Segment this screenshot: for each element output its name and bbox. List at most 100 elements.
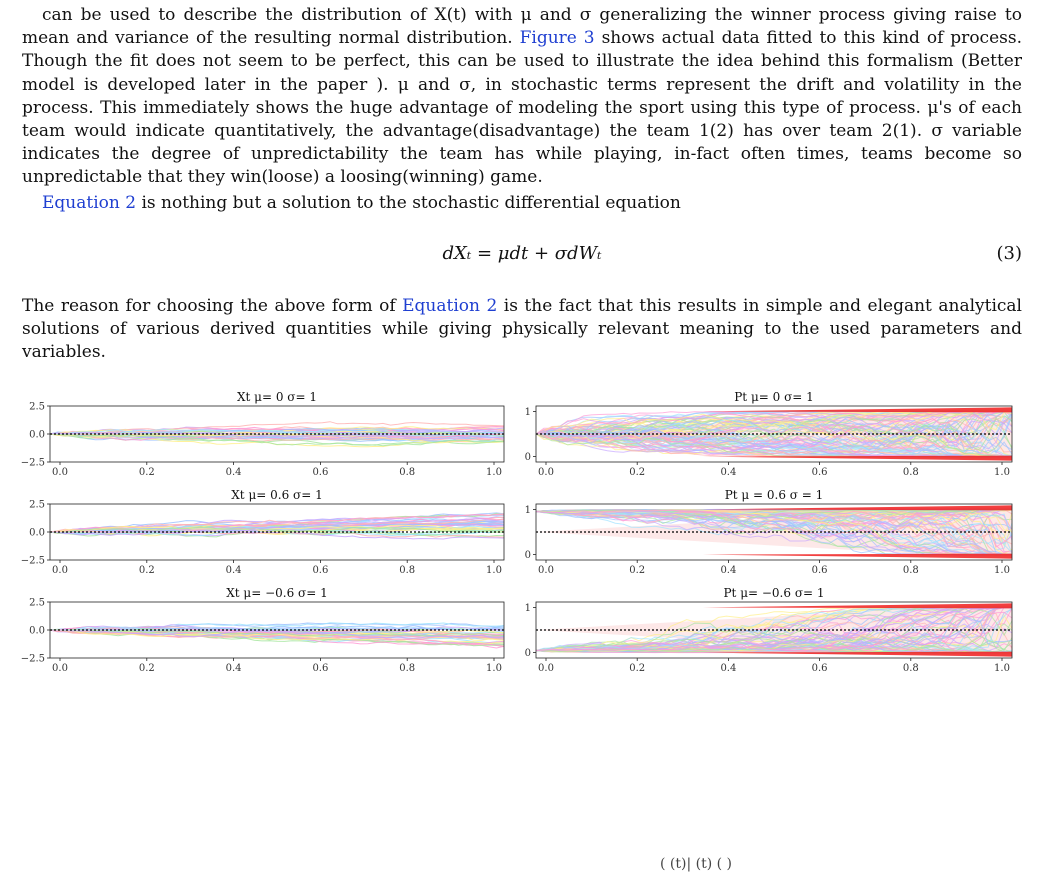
chart-title: Pt μ= −0.6 σ= 1 bbox=[723, 586, 824, 600]
x-tick-label: 0.0 bbox=[538, 663, 554, 674]
equation-2-link[interactable]: Equation 2 bbox=[402, 296, 498, 316]
sample-path-line bbox=[536, 509, 1012, 556]
x-tick-label: 0.2 bbox=[629, 663, 645, 674]
paragraph-process-description: can be used to describe the distribution… bbox=[22, 4, 1022, 190]
sample-path-line bbox=[536, 419, 1012, 458]
path-series-group bbox=[50, 622, 504, 649]
sample-path-line bbox=[50, 628, 504, 637]
sample-path-line bbox=[536, 430, 1012, 458]
sample-path-line bbox=[536, 626, 1012, 654]
x-tick-label: 0.6 bbox=[812, 663, 828, 674]
x-tick-label: 0.2 bbox=[139, 467, 155, 478]
chart-title: Xt μ= 0.6 σ= 1 bbox=[231, 488, 322, 502]
upper-saturation-band bbox=[702, 603, 1012, 609]
y-tick-label: 2.5 bbox=[29, 500, 45, 511]
y-tick-label: 1 bbox=[525, 505, 531, 516]
y-tick-label: 0 bbox=[525, 452, 531, 463]
sample-path-line bbox=[536, 411, 1012, 438]
sample-path-line bbox=[50, 526, 504, 534]
x-tick-label: 0.8 bbox=[399, 663, 415, 674]
sample-path-line bbox=[50, 518, 504, 533]
sample-path-line bbox=[536, 411, 1012, 444]
x-tick-label: 0.8 bbox=[903, 663, 919, 674]
path-series-group bbox=[536, 406, 1012, 462]
chart-p-mu0: Pt μ= 0 σ= 1 0.0 0.2 0.4 0.6 0.8 1.0 1 0 bbox=[514, 390, 1022, 482]
x-tick-label: 0.2 bbox=[139, 663, 155, 674]
plot-frame bbox=[535, 503, 1013, 561]
chart-title: Xt μ= −0.6 σ= 1 bbox=[226, 586, 328, 600]
x-tick-label: 0.4 bbox=[720, 565, 736, 576]
x-tick-label: 0.4 bbox=[226, 565, 242, 576]
x-tick-label: 1.0 bbox=[486, 565, 502, 576]
y-tick-label: −2.5 bbox=[21, 654, 45, 665]
chart-title: Pt μ = 0.6 σ = 1 bbox=[725, 488, 824, 502]
y-tick-label: 2.5 bbox=[29, 598, 45, 609]
sample-path-line bbox=[50, 433, 504, 446]
y-tick-label: −2.5 bbox=[21, 458, 45, 469]
upper-saturation-band bbox=[702, 505, 1012, 511]
sample-path-line bbox=[536, 418, 1012, 458]
sample-path-line bbox=[50, 524, 504, 534]
figure-3-link[interactable]: Figure 3 bbox=[519, 28, 595, 49]
x-tick-label: 1.0 bbox=[994, 565, 1010, 576]
y-tick-label: 0.0 bbox=[29, 528, 45, 539]
sample-path-line bbox=[536, 426, 1012, 458]
x-tick-label: 0.6 bbox=[812, 467, 828, 478]
sample-path-line bbox=[536, 420, 1012, 451]
path-series-group bbox=[50, 512, 504, 540]
paragraph-text: shows actual data fitted to this kind of… bbox=[22, 28, 1022, 188]
x-tick-label: 0.2 bbox=[629, 467, 645, 478]
x-tick-label: 0.8 bbox=[903, 565, 919, 576]
equation-number: (3) bbox=[996, 243, 1023, 264]
x-tick-label: 0.0 bbox=[538, 467, 554, 478]
chart-title: Pt μ= 0 σ= 1 bbox=[734, 390, 814, 404]
chart-x-mu0: Xt μ= 0 σ= 1 0.0 0.2 0.4 0.6 0.8 1.0 2.5 0.0 −2.5 bbox=[14, 390, 514, 482]
sample-path-line bbox=[50, 429, 504, 438]
equation-expression: dXₜ = μdt + σdWₜ bbox=[442, 243, 602, 264]
x-tick-label: 0.8 bbox=[399, 565, 415, 576]
x-tick-label: 0.8 bbox=[903, 467, 919, 478]
x-tick-label: 0.4 bbox=[720, 663, 736, 674]
plot-frame bbox=[535, 601, 1013, 659]
y-tick-label: 0 bbox=[525, 550, 531, 561]
x-tick-label: 0.8 bbox=[399, 467, 415, 478]
x-tick-label: 0.6 bbox=[312, 467, 328, 478]
x-tick-label: 0.4 bbox=[226, 467, 242, 478]
x-tick-label: 0.6 bbox=[312, 663, 328, 674]
sample-path-line bbox=[536, 637, 1012, 653]
y-tick-label: 0 bbox=[525, 648, 531, 659]
lower-saturation-band bbox=[702, 651, 1012, 657]
y-tick-label: 1 bbox=[525, 407, 531, 418]
equation-2-link[interactable]: Equation 2 bbox=[42, 193, 137, 213]
x-tick-label: 0.0 bbox=[52, 565, 68, 576]
paragraph-text: The reason for choosing the above form o… bbox=[22, 296, 403, 316]
y-tick-label: 1 bbox=[525, 603, 531, 614]
x-tick-label: 0.6 bbox=[312, 565, 328, 576]
paragraph-form-reason: The reason for choosing the above form o… bbox=[22, 295, 1022, 365]
paragraph-text: is the fact that this results in simple … bbox=[22, 296, 1022, 363]
x-tick-label: 1.0 bbox=[994, 467, 1010, 478]
y-tick-label: 0.0 bbox=[29, 626, 45, 637]
cut-off-text: ( (t)| (t) ( ) bbox=[660, 856, 733, 872]
sample-path-line bbox=[536, 509, 1012, 534]
path-series-group bbox=[536, 504, 1012, 560]
sample-path-line bbox=[536, 410, 1012, 443]
x-tick-label: 0.0 bbox=[538, 565, 554, 576]
chart-title: Xt μ= 0 σ= 1 bbox=[237, 390, 317, 404]
figure-3: Xt μ= 0 σ= 1 0.0 0.2 0.4 0.6 0.8 1.0 2.5 0.0 −2.5… bbox=[0, 390, 1039, 690]
sample-path-line bbox=[536, 415, 1012, 443]
paragraph-text: can be used to describe the distribution… bbox=[22, 5, 1022, 49]
x-tick-label: 1.0 bbox=[486, 467, 502, 478]
sample-path-line bbox=[536, 428, 1012, 458]
x-tick-label: 0.6 bbox=[812, 565, 828, 576]
chart-p-mu06: Pt μ = 0.6 σ = 1 0.0 0.2 0.4 0.6 0.8 1.0 1 0 bbox=[514, 488, 1022, 580]
x-tick-label: 0.0 bbox=[52, 663, 68, 674]
chart-x-mu06: Xt μ= 0.6 σ= 1 0.0 0.2 0.4 0.6 0.8 1.0 2.5 0.0 −2… bbox=[14, 488, 514, 580]
paragraph-text: is nothing but a solution to the stochas… bbox=[136, 193, 681, 213]
sample-path-line bbox=[50, 629, 504, 639]
sample-path-line bbox=[536, 607, 1012, 651]
x-tick-label: 0.4 bbox=[226, 663, 242, 674]
y-tick-label: 0.0 bbox=[29, 430, 45, 441]
y-tick-label: −2.5 bbox=[21, 556, 45, 567]
